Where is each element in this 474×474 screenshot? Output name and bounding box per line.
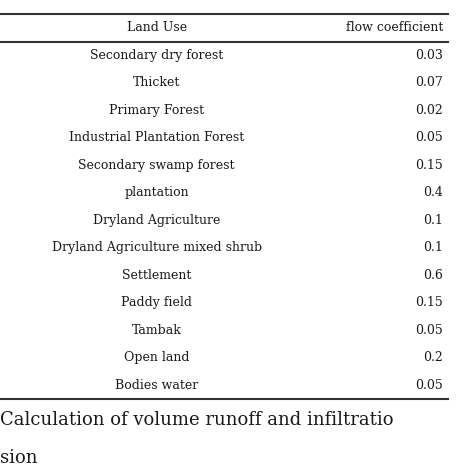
Text: Open land: Open land xyxy=(124,351,190,365)
Text: Thicket: Thicket xyxy=(133,76,181,90)
Text: Dryland Agriculture mixed shrub: Dryland Agriculture mixed shrub xyxy=(52,241,262,255)
Text: Tambak: Tambak xyxy=(132,324,182,337)
Text: 0.15: 0.15 xyxy=(416,296,443,310)
Text: 0.2: 0.2 xyxy=(424,351,443,365)
Text: Primary Forest: Primary Forest xyxy=(109,104,204,117)
Text: 0.05: 0.05 xyxy=(416,379,443,392)
Text: Industrial Plantation Forest: Industrial Plantation Forest xyxy=(69,131,245,145)
Text: Secondary dry forest: Secondary dry forest xyxy=(90,49,223,62)
Text: Calculation of volume runoff and infiltratio: Calculation of volume runoff and infiltr… xyxy=(0,411,393,429)
Text: 0.6: 0.6 xyxy=(423,269,443,282)
Text: Dryland Agriculture: Dryland Agriculture xyxy=(93,214,220,227)
Text: Settlement: Settlement xyxy=(122,269,191,282)
Text: 0.02: 0.02 xyxy=(416,104,443,117)
Text: 0.1: 0.1 xyxy=(423,241,443,255)
Text: 0.07: 0.07 xyxy=(416,76,443,90)
Text: Paddy field: Paddy field xyxy=(121,296,192,310)
Text: plantation: plantation xyxy=(125,186,189,200)
Text: 0.05: 0.05 xyxy=(416,324,443,337)
Text: Bodies water: Bodies water xyxy=(115,379,199,392)
Text: 0.03: 0.03 xyxy=(416,49,443,62)
Text: Land Use: Land Use xyxy=(127,21,187,35)
Text: flow coefficient: flow coefficient xyxy=(346,21,443,35)
Text: Secondary swamp forest: Secondary swamp forest xyxy=(79,159,235,172)
Text: 0.1: 0.1 xyxy=(423,214,443,227)
Text: 0.05: 0.05 xyxy=(416,131,443,145)
Text: 0.15: 0.15 xyxy=(416,159,443,172)
Text: 0.4: 0.4 xyxy=(423,186,443,200)
Text: sion: sion xyxy=(0,449,37,467)
